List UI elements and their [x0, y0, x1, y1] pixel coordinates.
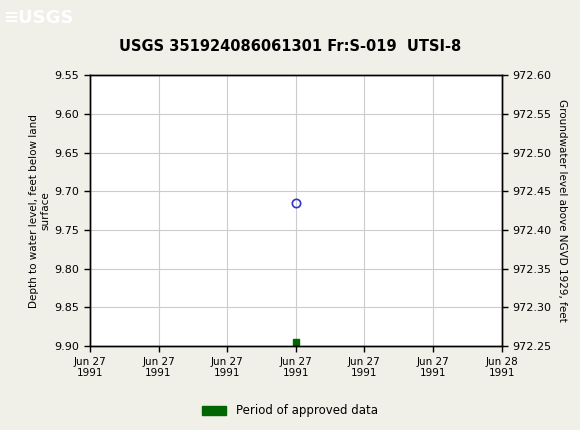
Legend: Period of approved data: Period of approved data	[198, 399, 382, 422]
Y-axis label: Depth to water level, feet below land
surface: Depth to water level, feet below land su…	[29, 114, 50, 307]
Y-axis label: Groundwater level above NGVD 1929, feet: Groundwater level above NGVD 1929, feet	[557, 99, 567, 322]
Text: ≡USGS: ≡USGS	[3, 9, 74, 27]
Text: USGS 351924086061301 Fr:S-019  UTSI-8: USGS 351924086061301 Fr:S-019 UTSI-8	[119, 39, 461, 54]
